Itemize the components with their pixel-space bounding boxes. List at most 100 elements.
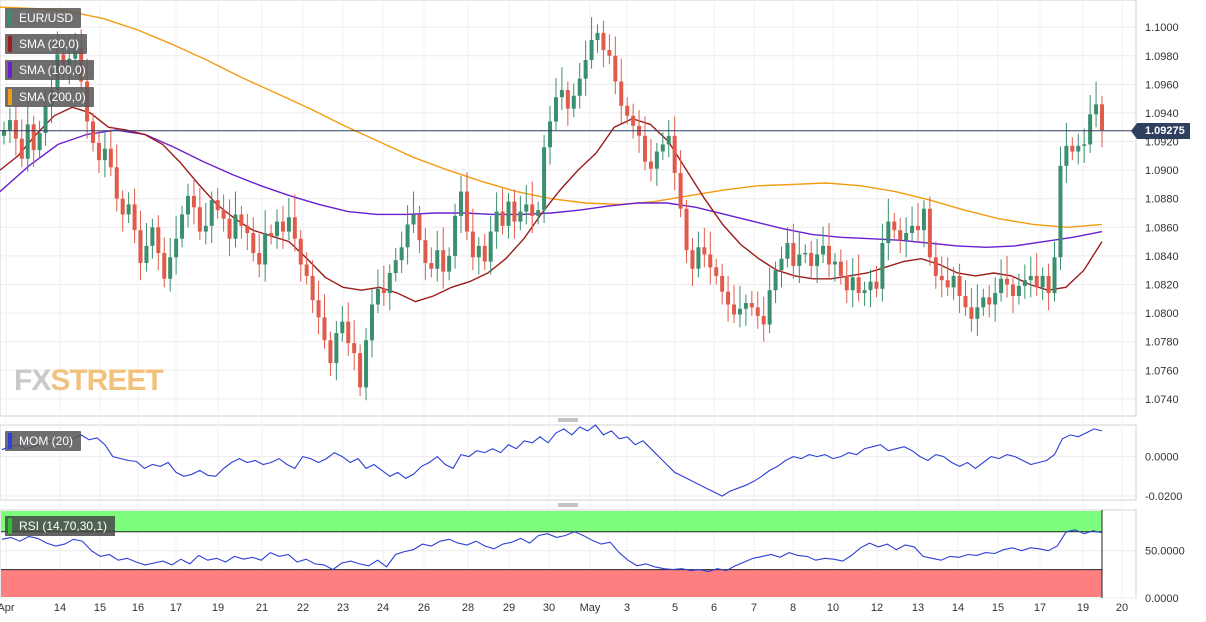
current-price-tag: 1.09275 [1131,123,1190,139]
y-tick-label: 1.0920 [1145,137,1179,149]
candle-body [275,221,280,236]
candle-body [381,288,386,294]
candle-body [470,231,475,258]
candle-body [286,217,291,232]
candle-body [221,210,226,219]
candle-body [1040,275,1045,288]
sma-200-swatch [8,89,12,105]
candle-body [91,121,96,143]
mom-path [1,424,1103,497]
x-tick-label: 8 [790,602,796,614]
candle-body [969,307,974,319]
x-tick-label: 14 [54,602,66,614]
x-tick-label: 22 [297,602,309,614]
candle-body [951,275,956,288]
candle-body [797,254,802,266]
x-tick-label: 23 [337,602,349,614]
candle-body [732,304,737,315]
candle-body [447,255,452,272]
x-tick-label: 28 [462,602,474,614]
candle-body [263,233,268,265]
candle-body [1005,278,1010,285]
candle-body [239,214,244,226]
candle-body [856,277,861,294]
x-tick-label: 19 [212,602,224,614]
candle-body [577,78,582,96]
candle-body [328,340,333,364]
candle-body [666,135,671,145]
candle-body [803,253,808,255]
candle-body [358,353,363,388]
candle-body [589,40,594,61]
y-tick-label: 1.0800 [1145,308,1179,320]
candle-body [595,32,600,41]
axes: 1.1000 1.0980 1.0960 1.0940 1.0920 1.0900 1.08… [0,22,1185,614]
y-tick-label: 1.0940 [1145,108,1179,120]
rsi-zones [1,510,1103,598]
candle-body [209,200,214,226]
candle-body [185,195,190,215]
candle-body [411,214,416,225]
candle-body [346,321,351,344]
legend-sma-200: SMA (200,0) [5,87,94,107]
candle-body [767,290,772,325]
rsi-tick-label: 0.0000 [1145,593,1179,605]
legend-symbol: EUR/USD [5,8,82,28]
x-tick-label: 20 [1116,602,1128,614]
candle-body [1100,104,1104,131]
candle-body [251,233,256,254]
candle-body [334,333,339,364]
x-tick-label: 7 [751,602,757,614]
candle-body [868,281,873,291]
candle-body [387,273,392,294]
x-tick-label: Apr [0,602,15,614]
candle-body [132,204,137,231]
candle-body [910,225,915,234]
candle-body [1034,275,1039,288]
candle-body [494,211,499,232]
candle-body [1094,104,1099,115]
candle-body [625,105,630,116]
candle-body [601,32,606,51]
candle-body [197,207,202,232]
candle-body [571,95,576,109]
candle-body [542,147,547,211]
x-tick-label: 6 [711,602,717,614]
candle-body [500,211,505,226]
y-tick-label: 1.0960 [1145,79,1179,91]
sma-200-line [0,6,1103,229]
candle-body [530,204,535,216]
x-tick-label: 16 [132,602,144,614]
candle-body [678,172,683,209]
candle-body [453,215,458,256]
candle-body [476,245,481,258]
candle-body [1058,165,1063,258]
candle-body [108,148,113,168]
x-tick-label: 30 [543,602,555,614]
candle-body [233,214,238,239]
candle-body [156,227,161,254]
candle-body [1076,145,1081,152]
candle-body [708,254,713,268]
candle-body [791,243,796,266]
candle-body [927,208,932,258]
candle-body [435,250,440,269]
candle-body [939,275,944,281]
candle-body [761,315,766,325]
y-tick-label: 1.0760 [1145,365,1179,377]
candle-body [506,201,511,226]
candle-body [648,161,653,169]
candle-body [459,191,464,216]
candle-body [322,317,327,341]
candle-body [114,167,119,199]
candle-body [25,124,30,159]
candle-body [518,211,523,222]
candle-body [838,261,843,276]
candle-body [441,250,446,272]
candle-body [975,307,980,319]
x-tick-label: 17 [1034,602,1046,614]
candle-body [1088,114,1093,145]
candle-body [162,253,167,279]
candle-body [1082,144,1087,146]
candle-body [7,120,12,131]
